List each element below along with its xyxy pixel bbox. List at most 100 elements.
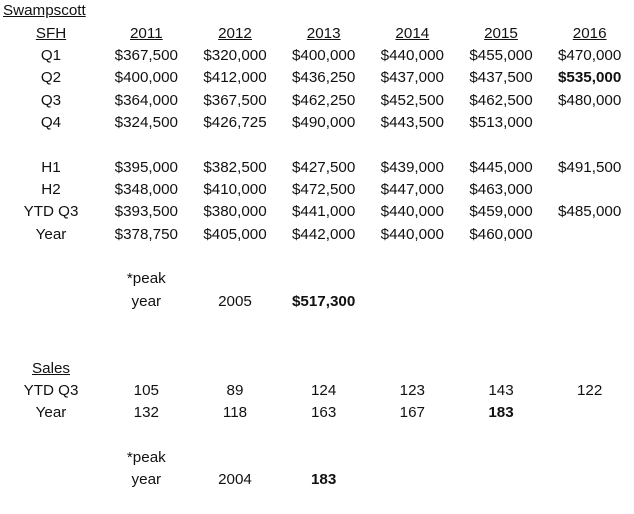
table-row: Q3 $364,000 $367,500 $462,250 $452,500 $462,5… [0,89,634,111]
column-header-2016: 2016 [545,23,634,45]
spacer-row [0,425,634,447]
header-row: SFH 2011 2012 2013 2014 2015 2016 [0,22,634,44]
table-cell: $513,000 [469,113,533,131]
table-cell: $463,000 [469,180,533,198]
table-cell: $427,500 [291,158,356,176]
peak-note-text: *peak [126,449,166,467]
row-label: Q3 [40,91,62,109]
table-cell: $459,000 [469,203,533,221]
table-cell: $462,250 [291,91,356,109]
column-header-2013: 2013 [279,23,368,45]
spacer-row [0,134,634,156]
table-cell: $460,000 [469,225,533,243]
table-cell: $426,725 [203,113,267,131]
table-cell: 123 [399,382,425,400]
sales-label-text: Sales [32,359,70,377]
table-cell: 124 [310,382,337,400]
table-cell: $348,000 [114,180,178,198]
table-cell: $480,000 [557,91,622,109]
table-cell: 143 [488,382,514,400]
spacer-row [0,313,634,335]
peak-note-text: year [131,471,162,489]
table-cell: 118 [222,404,248,422]
table-cell: $440,000 [380,225,444,243]
row-label: YTD Q3 [23,382,79,400]
title-row: Swampscott [0,0,634,22]
peak-note-row: *peak [0,447,634,469]
table-cell: $470,000 [557,46,622,64]
peak-note-row: *peak [0,268,634,290]
table-cell: $410,000 [203,180,267,198]
table-row: H1 $395,000 $382,500 $427,500 $439,000 $445,0… [0,156,634,178]
table-cell: $447,000 [380,180,444,198]
table-row: Q2 $400,000 $412,000 $436,250 $437,000 $437,5… [0,67,634,89]
peak-note-row: year 2004 183 [0,469,634,491]
table-cell: $412,000 [203,69,267,87]
sfh-header-text: SFH [35,24,67,42]
table-cell: $485,000 [557,203,622,221]
table-cell: $462,500 [469,91,533,109]
table-cell: $455,000 [469,46,533,64]
table-row: H2 $348,000 $410,000 $472,500 $447,000 $463,0… [0,179,634,201]
table-cell: 183 [488,404,514,422]
table-cell: $320,000 [203,46,267,64]
table-cell: $441,000 [291,203,356,221]
table-cell: 122 [576,382,603,400]
table-cell: $535,000 [557,69,622,87]
sfh-peak-note: *peak year 2005 $517,300 [0,268,634,313]
sheet-title: Swampscott [0,0,279,22]
table-cell: $443,500 [380,113,444,131]
column-header-2014: 2014 [368,23,457,45]
row-label: Q1 [40,46,62,64]
sheet-title-text: Swampscott [3,2,86,20]
table-cell: $440,000 [380,46,444,64]
row-label: H2 [41,180,61,198]
table-cell: $324,500 [114,113,178,131]
row-label: YTD Q3 [23,203,79,221]
sales-section-label: Sales [0,358,102,380]
table-cell: 89 [226,382,244,400]
table-cell: $452,500 [380,91,444,109]
sales-peak-note: *peak year 2004 183 [0,447,634,492]
table-cell: $380,000 [203,203,267,221]
table-row: Q1 $367,500 $320,000 $400,000 $440,000 $455,0… [0,45,634,67]
table-cell: $395,000 [114,158,178,176]
table-cell: 163 [310,404,337,422]
sales-rows: YTD Q3 105 89 124 123 143 122 Year 132 118 163 167 1… [0,380,634,425]
table-cell: $367,500 [114,46,178,64]
table-row: Year $378,750 $405,000 $442,000 $440,000 $460… [0,223,634,245]
table-cell: $445,000 [469,158,533,176]
column-header-2015: 2015 [457,23,546,45]
table-row: Q4 $324,500 $426,725 $490,000 $443,500 $513,0… [0,112,634,134]
spacer-row [0,492,634,514]
peak-year: 2005 [218,292,252,310]
sales-header-row: Sales [0,358,634,380]
row-label: Q4 [40,113,62,131]
table-cell: 167 [399,404,425,422]
spacer-row [0,246,634,268]
table-cell: $382,500 [203,158,267,176]
table-cell: $400,000 [114,69,178,87]
peak-year: 2004 [218,471,252,489]
table-cell: $405,000 [203,225,267,243]
year-header-text: 2015 [484,24,518,42]
table-cell: 105 [133,382,159,400]
year-header-text: 2013 [306,24,341,42]
column-header-2012: 2012 [191,23,280,45]
table-cell: $442,000 [291,225,356,243]
table-cell: $400,000 [291,46,356,64]
year-header-text: 2014 [395,24,430,42]
spacer-row [0,335,634,357]
table-cell: $440,000 [380,203,444,221]
peak-note-text: *peak [126,270,166,288]
table-cell: 132 [133,404,159,422]
table-cell: $364,000 [114,91,178,109]
year-header-text: 2012 [218,24,252,42]
row-label: H1 [41,158,61,176]
sfh-summary-rows: H1 $395,000 $382,500 $427,500 $439,000 $445,0… [0,156,634,245]
row-label: Q2 [40,69,62,87]
table-cell: $436,250 [291,69,356,87]
peak-value: $517,300 [291,292,356,310]
table-cell: $367,500 [203,91,267,109]
